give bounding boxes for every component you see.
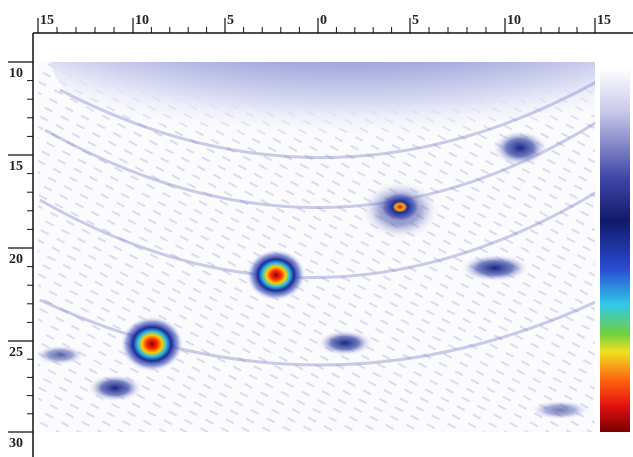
y-tick-label: 20 [9, 252, 23, 267]
color-bar [600, 68, 630, 432]
y-tick-label: 30 [9, 436, 23, 451]
y-tick-label: 25 [9, 345, 23, 360]
y-tick-label: 15 [9, 159, 23, 174]
hot-spot [120, 316, 184, 372]
hot-spot [378, 191, 422, 223]
hot-spot [246, 249, 306, 301]
blob [35, 345, 85, 365]
y-tick-label: 10 [9, 66, 23, 81]
x-tick-label: 5 [412, 13, 419, 28]
x-tick-label: 0 [320, 13, 327, 28]
blob [460, 254, 530, 282]
x-tick-label: 10 [507, 13, 521, 28]
blob [317, 330, 373, 356]
ultrasound-image [35, 0, 633, 432]
x-tick-label: 5 [227, 13, 234, 28]
x-tick-label: 15 [40, 13, 54, 28]
x-tick-label: 15 [597, 13, 611, 28]
blob [530, 400, 590, 420]
x-tick-label: 10 [135, 13, 149, 28]
blob [492, 130, 548, 166]
figure: 15 10 5 0 5 10 15 10 15 20 25 30 [0, 0, 633, 457]
blob [87, 374, 143, 402]
